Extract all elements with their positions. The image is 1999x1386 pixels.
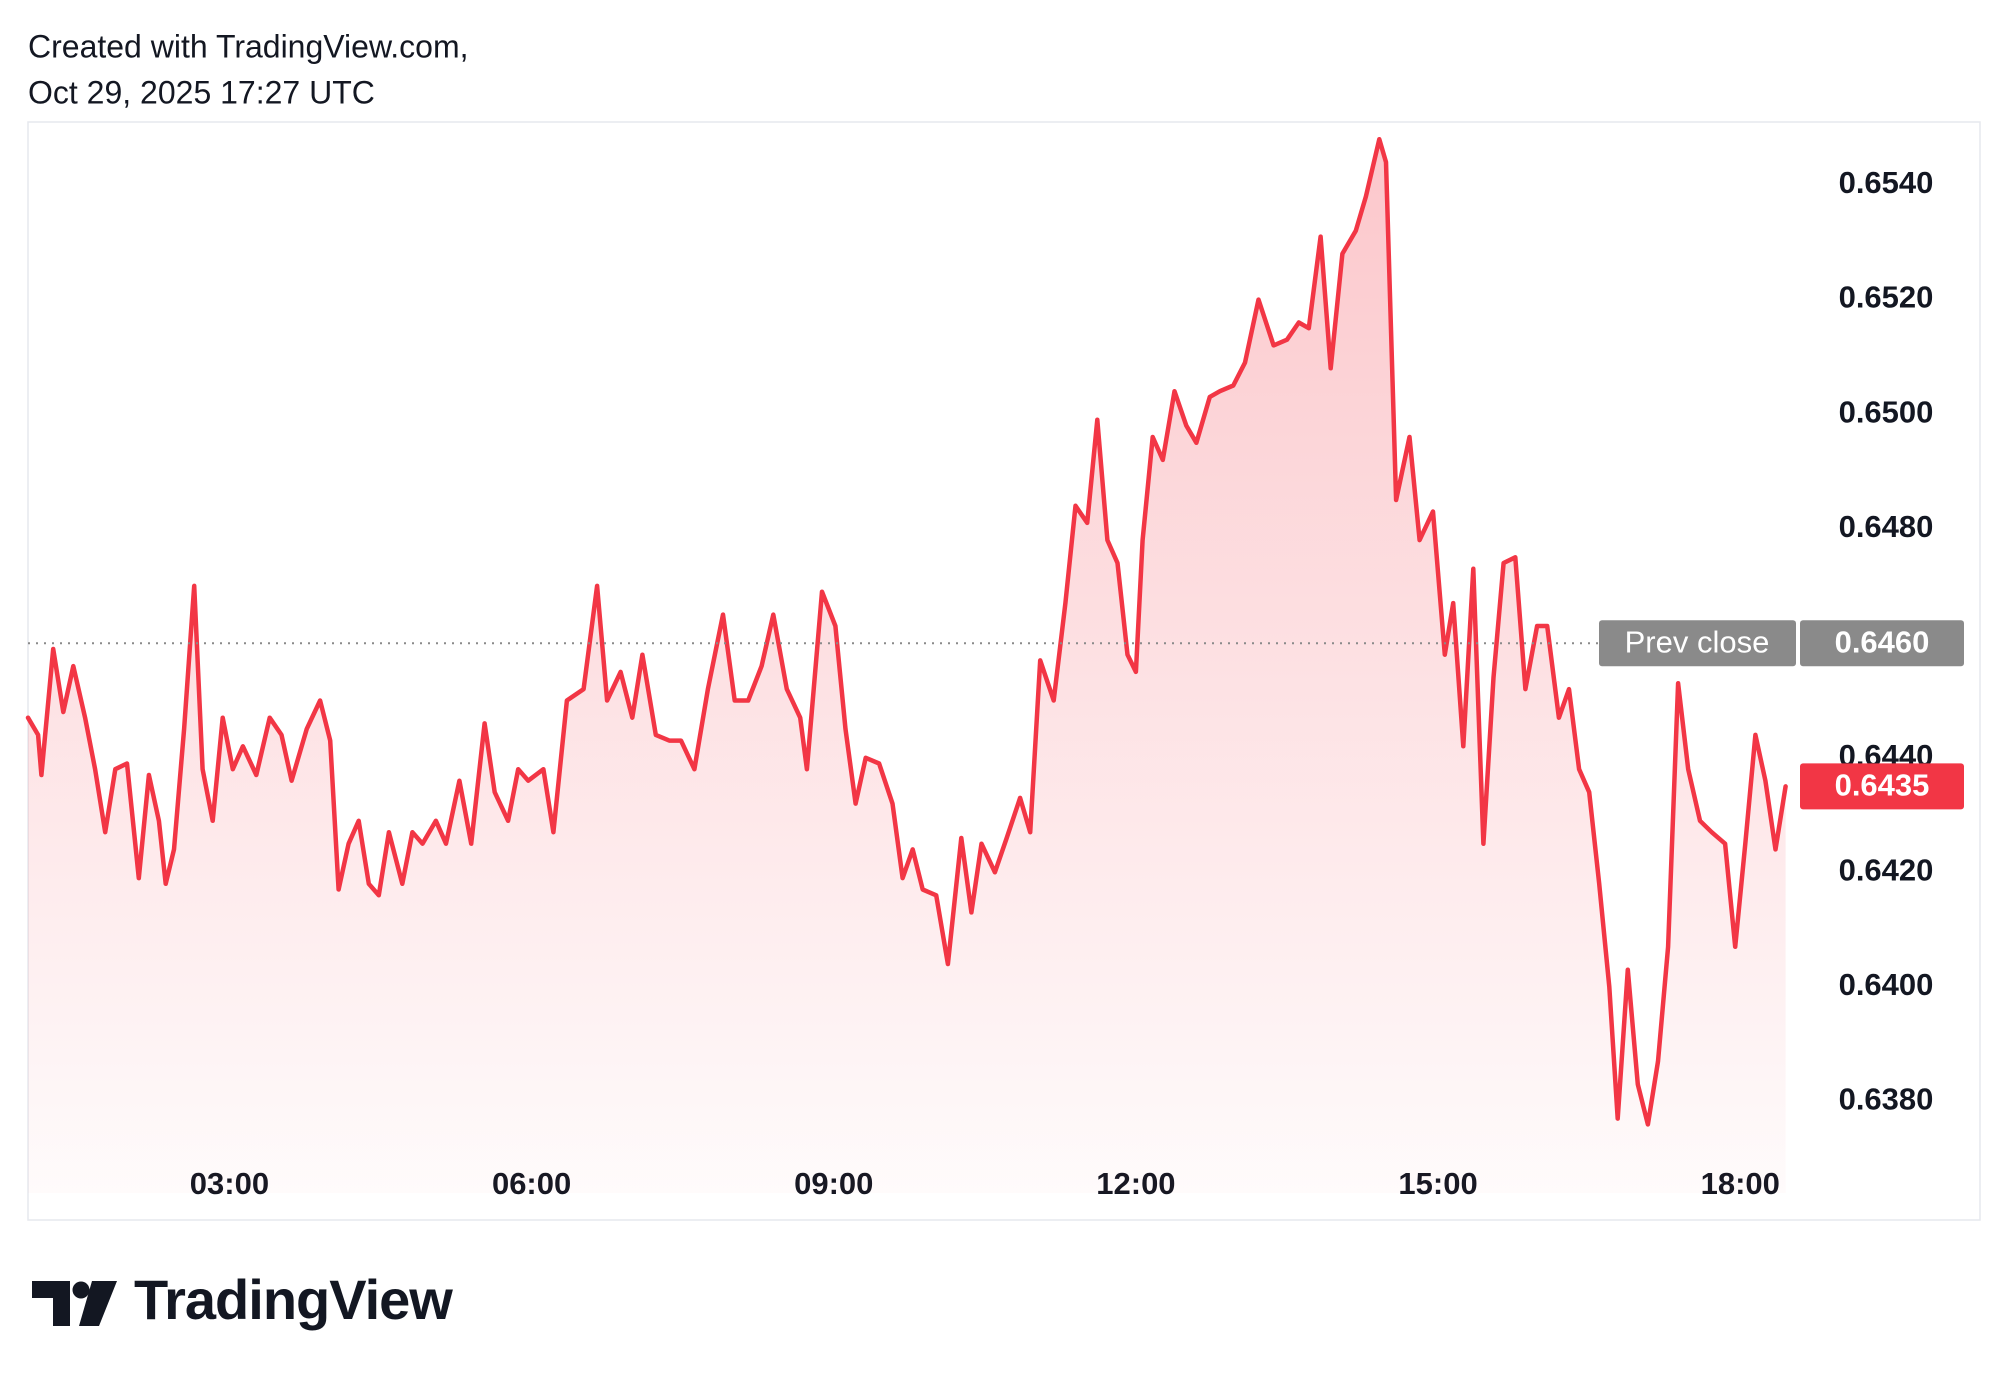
chart-title: Created with TradingView.com,: [28, 28, 469, 64]
y-tick-label: 0.6420: [1839, 853, 1934, 888]
logo-icon: [32, 1281, 117, 1326]
logo-icon-dot: [72, 1281, 90, 1299]
prev-close-label: Prev close: [1625, 624, 1770, 659]
price-line: [25, 136, 1788, 1127]
prev-close-value: 0.6460: [1835, 624, 1930, 659]
y-tick-label: 0.6400: [1839, 967, 1934, 1002]
logo-icon-t: [32, 1281, 70, 1326]
area-fill: [28, 139, 1786, 1194]
y-tick-label: 0.6480: [1839, 509, 1934, 544]
prev-close-tag: [1599, 620, 1796, 667]
logo-text: TradingView: [134, 1268, 453, 1331]
y-tick-label: 0.6380: [1839, 1082, 1934, 1117]
y-tick-label: 0.6500: [1839, 394, 1934, 429]
chart-frame: [27, 121, 1981, 1221]
logo-icon-slash: [79, 1281, 117, 1326]
last-price-value: 0.6435: [1835, 768, 1930, 803]
prev-close-value-tag: [1800, 620, 1964, 667]
y-tick-label: 0.6540: [1839, 165, 1934, 200]
last-price-tag: [1800, 763, 1964, 810]
chart-subtitle: Oct 29, 2025 17:27 UTC: [28, 74, 375, 110]
y-tick-label: 0.6520: [1839, 280, 1934, 315]
